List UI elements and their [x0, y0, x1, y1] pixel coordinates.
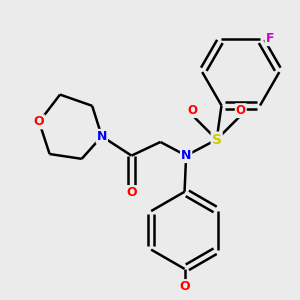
Text: N: N — [181, 149, 191, 162]
Text: O: O — [126, 186, 137, 199]
Text: N: N — [97, 130, 107, 143]
Text: O: O — [236, 104, 246, 117]
Text: O: O — [34, 116, 44, 128]
Text: O: O — [179, 280, 190, 293]
Text: F: F — [266, 32, 274, 45]
Text: S: S — [212, 133, 222, 147]
Text: O: O — [188, 104, 198, 117]
